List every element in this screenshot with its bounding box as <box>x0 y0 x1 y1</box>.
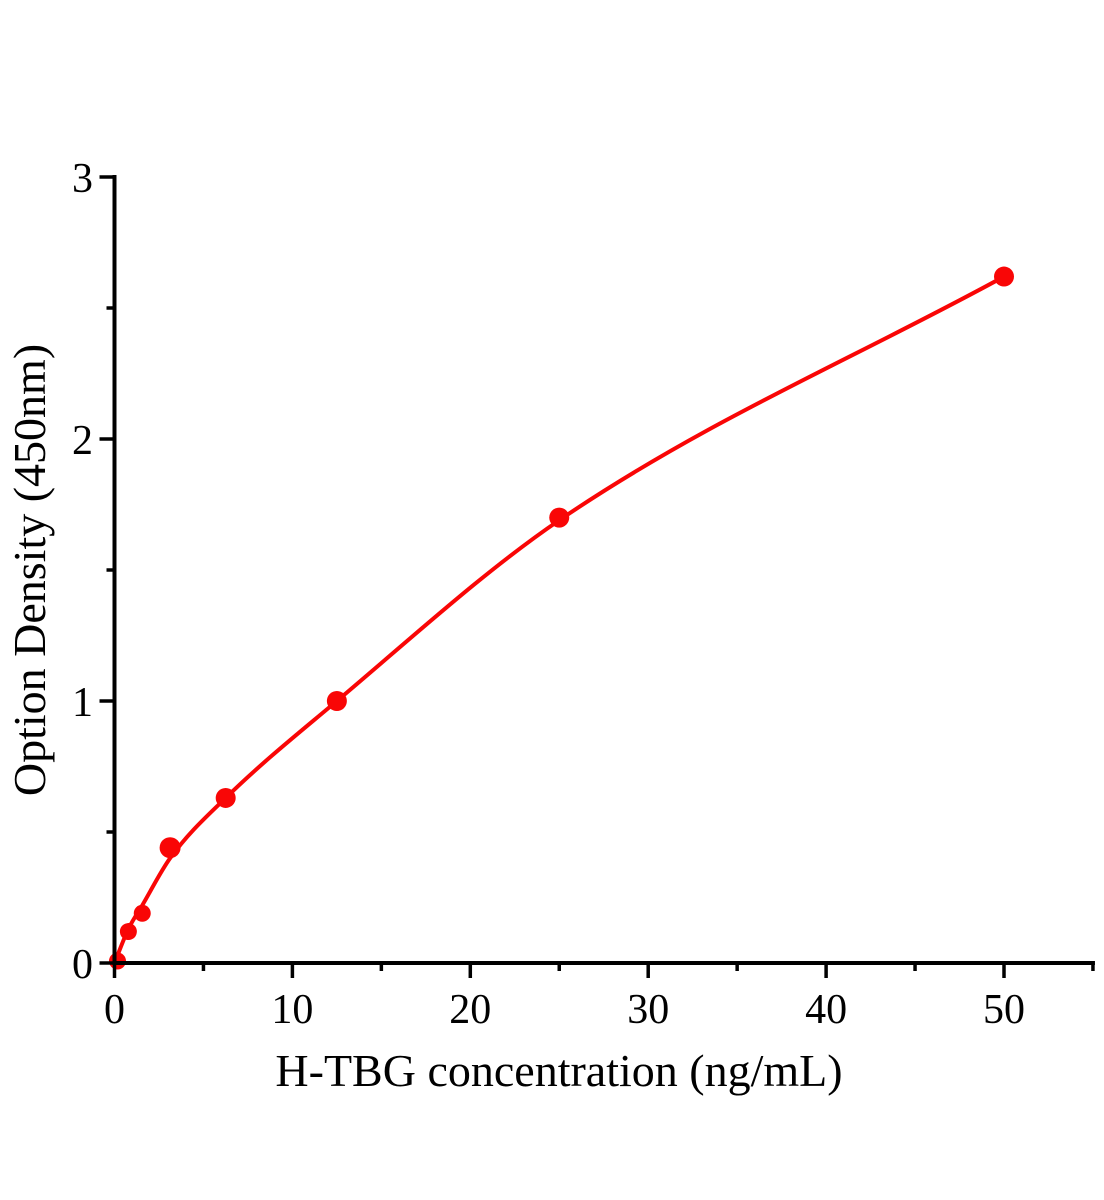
axes-layer <box>112 175 1095 965</box>
y-tick-label-0: 0 <box>72 942 93 988</box>
data-point-x1.56 <box>133 904 151 922</box>
x-tick-label-0: 0 <box>104 987 125 1033</box>
data-points-layer <box>109 266 1014 970</box>
data-point-x12.5 <box>326 691 347 711</box>
y-tick-label-3: 3 <box>72 156 93 202</box>
data-point-x6.25 <box>215 787 236 808</box>
data-point-x50 <box>994 266 1014 287</box>
y-axis-title: Option Density (450nm) <box>4 344 55 796</box>
x-axis-title: H-TBG concentration (ng/mL) <box>275 1045 842 1096</box>
tick-labels-layer: 0 10 20 30 40 50 0 1 2 3 <box>72 156 1025 1033</box>
data-point-x25 <box>549 507 570 528</box>
x-tick-label-40: 40 <box>805 987 847 1033</box>
x-tick-label-20: 20 <box>449 987 491 1033</box>
fit-curve-line <box>112 274 1006 965</box>
data-point-x0.78 <box>119 923 137 941</box>
data-point-x3.125 <box>159 837 181 859</box>
axis-ticks-layer <box>99 175 1095 978</box>
y-tick-label-2: 2 <box>72 418 93 464</box>
x-tick-label-10: 10 <box>271 987 313 1033</box>
x-tick-label-30: 30 <box>627 987 669 1033</box>
x-tick-label-50: 50 <box>983 987 1025 1033</box>
y-tick-label-1: 1 <box>72 680 93 726</box>
fit-curve-layer <box>112 274 1006 965</box>
